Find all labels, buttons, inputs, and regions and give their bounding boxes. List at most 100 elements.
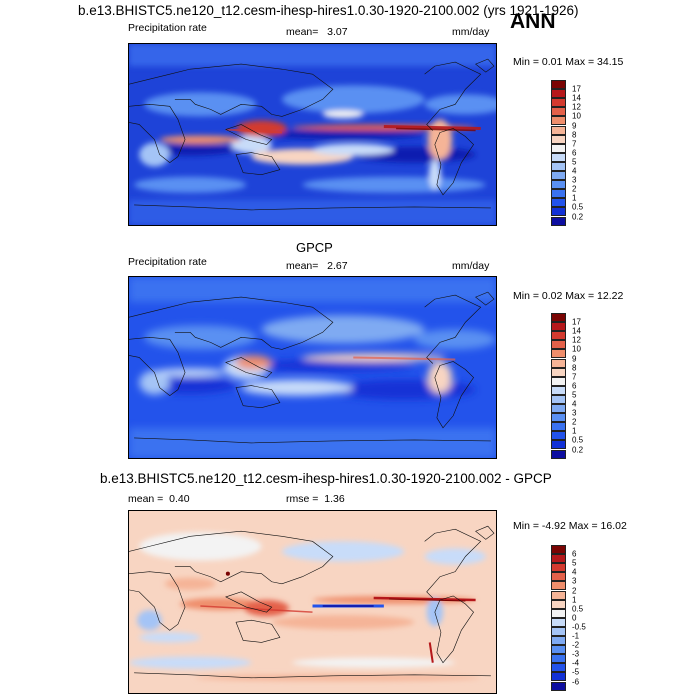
- colorbar-swatch: [551, 681, 566, 691]
- panel3-mean: mean = 0.40: [128, 493, 190, 505]
- colorbar-tick-label: 17: [572, 317, 581, 327]
- colorbar-tick-label: 9: [572, 354, 577, 363]
- colorbar-swatch: [551, 358, 566, 368]
- colorbar-swatch: [551, 180, 566, 190]
- panel1-colorbar: 17 14 12 10 9 8 7 6 5 4 3 2 1 0.5 0.2: [551, 80, 611, 226]
- panel2-title: GPCP: [296, 240, 333, 255]
- colorbar-swatch: [551, 152, 566, 162]
- colorbar-tick-label: 10: [572, 111, 581, 121]
- colorbar-swatch: [551, 440, 566, 450]
- colorbar-tick-label: 0.5: [572, 604, 584, 614]
- panel2-field: [129, 277, 496, 458]
- colorbar-tick-label: 1: [572, 426, 577, 436]
- panel3-mean-label: mean =: [128, 493, 164, 505]
- colorbar-tick-label: -2: [572, 640, 580, 650]
- colorbar-tick-label: 5: [572, 558, 577, 568]
- colorbar-tick-label: 0.5: [572, 202, 584, 212]
- colorbar-swatch: [551, 608, 566, 618]
- colorbar-tick-label: 3: [572, 175, 577, 185]
- colorbar-tick-label: 5: [572, 157, 577, 167]
- colorbar-tick-label: 0.5: [572, 435, 584, 445]
- colorbar-tick-label: 14: [572, 326, 581, 336]
- colorbar-tick-label: 3: [572, 576, 577, 586]
- colorbar-swatch: [551, 125, 566, 135]
- colorbar-swatch: [551, 449, 566, 459]
- colorbar-swatch: [551, 134, 566, 144]
- panel2-units: mm/day: [452, 260, 490, 272]
- colorbar-tick-label: -3: [572, 649, 580, 659]
- colorbar-tick-label: 5: [572, 390, 577, 400]
- panel2-minmax: Min = 0.02 Max = 12.22: [513, 290, 624, 302]
- colorbar-swatch: [551, 161, 566, 171]
- colorbar-tick-label: 6: [572, 549, 577, 559]
- panel2-variable-label: Precipitation rate: [128, 256, 207, 268]
- colorbar-tick-label: 12: [572, 102, 581, 112]
- season-label: ANN: [510, 10, 556, 33]
- colorbar-tick-label: 3: [572, 408, 577, 418]
- colorbar-swatch: [551, 645, 566, 655]
- panel1-coastlines: [129, 58, 495, 211]
- panel2-map: [128, 276, 497, 459]
- colorbar-swatch: [551, 545, 566, 555]
- panel1-title: b.e13.BHISTC5.ne120_t12.cesm-ihesp-hires…: [78, 3, 579, 18]
- colorbar-swatch: [551, 394, 566, 404]
- colorbar-tick-label: 6: [572, 381, 577, 391]
- colorbar-swatch: [551, 189, 566, 199]
- colorbar-swatch: [551, 581, 566, 591]
- colorbar-swatch: [551, 572, 566, 582]
- colorbar-tick-label: 2: [572, 586, 577, 595]
- panel1-mean-label: mean=: [286, 26, 319, 38]
- panel3-minmax: Min = -4.92 Max = 16.02: [513, 520, 627, 532]
- colorbar-tick-label: 8: [572, 130, 577, 140]
- colorbar-tick-label: 0.2: [572, 445, 584, 454]
- colorbar-swatch: [551, 554, 566, 564]
- colorbar-swatch: [551, 626, 566, 636]
- colorbar-tick-label: 9: [572, 121, 577, 130]
- colorbar-swatch: [551, 80, 566, 90]
- panel3-field: [129, 511, 496, 693]
- colorbar-tick-label: 2: [572, 417, 577, 427]
- panel1-variable-label: Precipitation rate: [128, 22, 207, 34]
- panel1-units: mm/day: [452, 26, 490, 38]
- colorbar-tick-label: -1: [572, 631, 580, 641]
- panel3-rmse: rmse = 1.36: [286, 493, 345, 505]
- colorbar-tick-label: 7: [572, 372, 577, 382]
- colorbar-tick-label: 4: [572, 399, 577, 409]
- colorbar-tick-label: 4: [572, 166, 577, 176]
- colorbar-tick-label: 1: [572, 595, 577, 605]
- panel2-mean-value: 2.67: [327, 260, 348, 272]
- panel1-minmax: Min = 0.01 Max = 34.15: [513, 56, 624, 68]
- panel2-coastlines: [129, 291, 495, 444]
- colorbar-swatch: [551, 98, 566, 108]
- colorbar-tick-label: 17: [572, 84, 581, 94]
- colorbar-swatch: [551, 636, 566, 646]
- panel2-mean-label: mean=: [286, 260, 319, 272]
- colorbar-tick-label: 8: [572, 363, 577, 373]
- colorbar-tick-label: 7: [572, 139, 577, 149]
- colorbar-swatch: [551, 313, 566, 323]
- colorbar-tick-label: 4: [572, 567, 577, 577]
- colorbar-swatch: [551, 349, 566, 359]
- panel3-hotspot: [225, 571, 230, 576]
- panel1-field: [129, 44, 496, 225]
- colorbar-swatch: [551, 422, 566, 432]
- colorbar-swatch: [551, 563, 566, 573]
- panel3-coastlines: [129, 525, 495, 679]
- colorbar-swatch: [551, 654, 566, 664]
- colorbar-swatch: [551, 107, 566, 117]
- colorbar-tick-label: 6: [572, 148, 577, 158]
- colorbar-tick-label: 14: [572, 93, 581, 103]
- panel3-rmse-label: rmse =: [286, 493, 319, 505]
- colorbar-swatch: [551, 331, 566, 341]
- colorbar-swatch: [551, 672, 566, 682]
- colorbar-tick-label: 1: [572, 193, 577, 203]
- colorbar-swatch: [551, 207, 566, 217]
- colorbar-swatch: [551, 431, 566, 441]
- colorbar-tick-label: 10: [572, 344, 581, 354]
- colorbar-tick-label: -0.5: [572, 622, 586, 632]
- colorbar-swatch: [551, 216, 566, 226]
- colorbar-swatch: [551, 171, 566, 181]
- colorbar-tick-label: 0.2: [572, 212, 584, 221]
- colorbar-swatch: [551, 143, 566, 153]
- colorbar-swatch: [551, 89, 566, 99]
